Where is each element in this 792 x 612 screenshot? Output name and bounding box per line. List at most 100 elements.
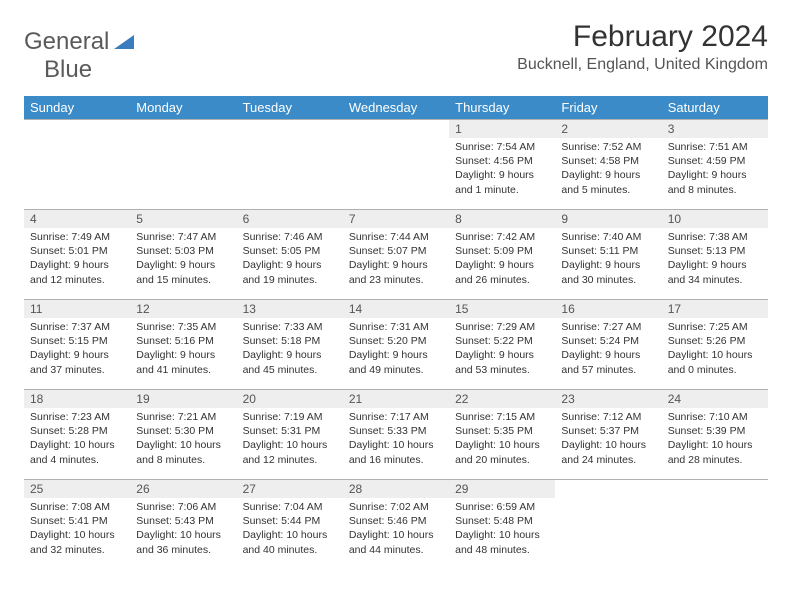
calendar-cell-empty — [130, 120, 236, 210]
calendar-cell: 9Sunrise: 7:40 AMSunset: 5:11 PMDaylight… — [555, 210, 661, 300]
calendar-cell: 21Sunrise: 7:17 AMSunset: 5:33 PMDayligh… — [343, 390, 449, 480]
calendar-cell: 11Sunrise: 7:37 AMSunset: 5:15 PMDayligh… — [24, 300, 130, 390]
calendar-cell: 3Sunrise: 7:51 AMSunset: 4:59 PMDaylight… — [662, 120, 768, 210]
calendar-table: SundayMondayTuesdayWednesdayThursdayFrid… — [24, 96, 768, 570]
day-number: 26 — [130, 480, 236, 498]
day-number: 28 — [343, 480, 449, 498]
day-info: Sunrise: 7:27 AMSunset: 5:24 PMDaylight:… — [555, 318, 661, 381]
day-number: 12 — [130, 300, 236, 318]
day-number: 19 — [130, 390, 236, 408]
calendar-cell: 29Sunrise: 6:59 AMSunset: 5:48 PMDayligh… — [449, 480, 555, 570]
calendar-cell: 25Sunrise: 7:08 AMSunset: 5:41 PMDayligh… — [24, 480, 130, 570]
day-info: Sunrise: 7:51 AMSunset: 4:59 PMDaylight:… — [662, 138, 768, 201]
logo-line1: General — [24, 28, 109, 55]
calendar-row: 18Sunrise: 7:23 AMSunset: 5:28 PMDayligh… — [24, 390, 768, 480]
day-number: 13 — [237, 300, 343, 318]
day-number: 7 — [343, 210, 449, 228]
calendar-cell: 24Sunrise: 7:10 AMSunset: 5:39 PMDayligh… — [662, 390, 768, 480]
day-number: 20 — [237, 390, 343, 408]
day-number: 11 — [24, 300, 130, 318]
day-info: Sunrise: 7:10 AMSunset: 5:39 PMDaylight:… — [662, 408, 768, 471]
day-info: Sunrise: 7:31 AMSunset: 5:20 PMDaylight:… — [343, 318, 449, 381]
calendar-row: 4Sunrise: 7:49 AMSunset: 5:01 PMDaylight… — [24, 210, 768, 300]
day-number: 21 — [343, 390, 449, 408]
calendar-row: 11Sunrise: 7:37 AMSunset: 5:15 PMDayligh… — [24, 300, 768, 390]
day-number: 15 — [449, 300, 555, 318]
day-info: Sunrise: 7:15 AMSunset: 5:35 PMDaylight:… — [449, 408, 555, 471]
weekday-header: Monday — [130, 96, 236, 120]
calendar-cell: 10Sunrise: 7:38 AMSunset: 5:13 PMDayligh… — [662, 210, 768, 300]
day-info: Sunrise: 7:44 AMSunset: 5:07 PMDaylight:… — [343, 228, 449, 291]
day-info: Sunrise: 7:04 AMSunset: 5:44 PMDaylight:… — [237, 498, 343, 561]
calendar-cell: 15Sunrise: 7:29 AMSunset: 5:22 PMDayligh… — [449, 300, 555, 390]
day-info: Sunrise: 7:47 AMSunset: 5:03 PMDaylight:… — [130, 228, 236, 291]
calendar-cell-empty — [24, 120, 130, 210]
day-number: 3 — [662, 120, 768, 138]
calendar-cell: 23Sunrise: 7:12 AMSunset: 5:37 PMDayligh… — [555, 390, 661, 480]
day-number: 5 — [130, 210, 236, 228]
calendar-cell-empty — [343, 120, 449, 210]
day-info: Sunrise: 7:23 AMSunset: 5:28 PMDaylight:… — [24, 408, 130, 471]
calendar-cell: 27Sunrise: 7:04 AMSunset: 5:44 PMDayligh… — [237, 480, 343, 570]
calendar-cell: 4Sunrise: 7:49 AMSunset: 5:01 PMDaylight… — [24, 210, 130, 300]
day-number: 24 — [662, 390, 768, 408]
day-number: 29 — [449, 480, 555, 498]
logo-line2: Blue — [24, 56, 92, 83]
day-info: Sunrise: 7:40 AMSunset: 5:11 PMDaylight:… — [555, 228, 661, 291]
weekday-header: Sunday — [24, 96, 130, 120]
weekday-header: Saturday — [662, 96, 768, 120]
calendar-cell: 6Sunrise: 7:46 AMSunset: 5:05 PMDaylight… — [237, 210, 343, 300]
day-number: 9 — [555, 210, 661, 228]
day-info: Sunrise: 7:25 AMSunset: 5:26 PMDaylight:… — [662, 318, 768, 381]
day-number: 27 — [237, 480, 343, 498]
day-number: 22 — [449, 390, 555, 408]
calendar-body: 1Sunrise: 7:54 AMSunset: 4:56 PMDaylight… — [24, 120, 768, 570]
day-info: Sunrise: 7:35 AMSunset: 5:16 PMDaylight:… — [130, 318, 236, 381]
calendar-cell: 2Sunrise: 7:52 AMSunset: 4:58 PMDaylight… — [555, 120, 661, 210]
calendar-header-row: SundayMondayTuesdayWednesdayThursdayFrid… — [24, 96, 768, 120]
title-block: February 2024 Bucknell, England, United … — [517, 20, 768, 74]
day-info: Sunrise: 7:46 AMSunset: 5:05 PMDaylight:… — [237, 228, 343, 291]
day-info: Sunrise: 7:02 AMSunset: 5:46 PMDaylight:… — [343, 498, 449, 561]
calendar-cell: 8Sunrise: 7:42 AMSunset: 5:09 PMDaylight… — [449, 210, 555, 300]
calendar-cell: 14Sunrise: 7:31 AMSunset: 5:20 PMDayligh… — [343, 300, 449, 390]
calendar-row: 1Sunrise: 7:54 AMSunset: 4:56 PMDaylight… — [24, 120, 768, 210]
calendar-cell: 18Sunrise: 7:23 AMSunset: 5:28 PMDayligh… — [24, 390, 130, 480]
logo: General Blue — [24, 20, 134, 84]
calendar-cell-empty — [237, 120, 343, 210]
weekday-header: Tuesday — [237, 96, 343, 120]
day-info: Sunrise: 7:49 AMSunset: 5:01 PMDaylight:… — [24, 228, 130, 291]
calendar-cell: 12Sunrise: 7:35 AMSunset: 5:16 PMDayligh… — [130, 300, 236, 390]
day-info: Sunrise: 7:38 AMSunset: 5:13 PMDaylight:… — [662, 228, 768, 291]
weekday-header: Wednesday — [343, 96, 449, 120]
day-number: 8 — [449, 210, 555, 228]
day-info: Sunrise: 7:19 AMSunset: 5:31 PMDaylight:… — [237, 408, 343, 471]
day-info: Sunrise: 7:42 AMSunset: 5:09 PMDaylight:… — [449, 228, 555, 291]
day-number: 4 — [24, 210, 130, 228]
weekday-header: Friday — [555, 96, 661, 120]
day-info: Sunrise: 7:33 AMSunset: 5:18 PMDaylight:… — [237, 318, 343, 381]
calendar-cell: 13Sunrise: 7:33 AMSunset: 5:18 PMDayligh… — [237, 300, 343, 390]
calendar-cell: 7Sunrise: 7:44 AMSunset: 5:07 PMDaylight… — [343, 210, 449, 300]
calendar-cell: 5Sunrise: 7:47 AMSunset: 5:03 PMDaylight… — [130, 210, 236, 300]
month-title: February 2024 — [517, 20, 768, 54]
day-info: Sunrise: 7:08 AMSunset: 5:41 PMDaylight:… — [24, 498, 130, 561]
day-info: Sunrise: 7:37 AMSunset: 5:15 PMDaylight:… — [24, 318, 130, 381]
day-number: 25 — [24, 480, 130, 498]
logo-triangle-icon — [114, 33, 134, 54]
day-info: Sunrise: 7:17 AMSunset: 5:33 PMDaylight:… — [343, 408, 449, 471]
calendar-cell: 16Sunrise: 7:27 AMSunset: 5:24 PMDayligh… — [555, 300, 661, 390]
day-info: Sunrise: 7:21 AMSunset: 5:30 PMDaylight:… — [130, 408, 236, 471]
day-number: 16 — [555, 300, 661, 318]
day-info: Sunrise: 7:06 AMSunset: 5:43 PMDaylight:… — [130, 498, 236, 561]
calendar-cell: 28Sunrise: 7:02 AMSunset: 5:46 PMDayligh… — [343, 480, 449, 570]
calendar-cell-empty — [662, 480, 768, 570]
location: Bucknell, England, United Kingdom — [517, 56, 768, 74]
day-info: Sunrise: 7:52 AMSunset: 4:58 PMDaylight:… — [555, 138, 661, 201]
day-number: 23 — [555, 390, 661, 408]
day-number: 18 — [24, 390, 130, 408]
calendar-cell: 22Sunrise: 7:15 AMSunset: 5:35 PMDayligh… — [449, 390, 555, 480]
day-number: 14 — [343, 300, 449, 318]
calendar-row: 25Sunrise: 7:08 AMSunset: 5:41 PMDayligh… — [24, 480, 768, 570]
calendar-cell: 20Sunrise: 7:19 AMSunset: 5:31 PMDayligh… — [237, 390, 343, 480]
